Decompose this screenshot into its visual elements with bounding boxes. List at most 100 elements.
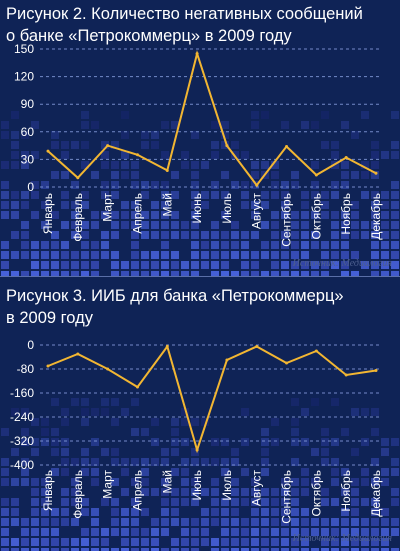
- mosaic-square: [171, 221, 179, 229]
- mosaic-square: [121, 201, 129, 209]
- mosaic-square: [221, 271, 229, 276]
- mosaic-square: [341, 231, 349, 239]
- mosaic-square: [261, 508, 269, 516]
- mosaic-square: [11, 478, 19, 486]
- mosaic-square: [371, 261, 379, 269]
- mosaic-square: [141, 548, 149, 551]
- x-category-label: Февраль: [71, 470, 85, 519]
- mosaic-square: [51, 141, 59, 149]
- mosaic-square: [131, 428, 139, 436]
- mosaic-square: [81, 221, 89, 229]
- mosaic-square: [111, 398, 119, 406]
- mosaic-square: [291, 518, 299, 526]
- mosaic-square: [271, 191, 279, 199]
- mosaic-square: [121, 538, 129, 546]
- mosaic-square: [11, 498, 19, 506]
- mosaic-square: [251, 181, 259, 189]
- mosaic-square: [31, 261, 39, 269]
- mosaic-square: [171, 251, 179, 259]
- mosaic-square: [291, 251, 299, 259]
- mosaic-square: [351, 548, 359, 551]
- mosaic-square: [351, 538, 359, 546]
- mosaic-square: [381, 548, 389, 551]
- x-category-label: Ноябрь: [339, 193, 353, 235]
- mosaic-square: [11, 538, 19, 546]
- mosaic-square: [391, 458, 399, 466]
- mosaic-square: [291, 261, 299, 269]
- chart-2-title-line-1: Рисунок 3. ИИБ для банка «Петрокоммерц»: [6, 287, 344, 305]
- mosaic-square: [361, 438, 369, 446]
- mosaic-square: [301, 231, 309, 239]
- mosaic-square: [91, 408, 99, 416]
- mosaic-square: [181, 538, 189, 546]
- mosaic-square: [171, 418, 179, 426]
- mosaic-square: [1, 181, 9, 189]
- mosaic-square: [81, 121, 89, 129]
- data-point: [46, 149, 50, 153]
- mosaic-square: [381, 478, 389, 486]
- mosaic-square: [371, 271, 379, 276]
- mosaic-square: [271, 438, 279, 446]
- mosaic-square: [111, 191, 119, 199]
- mosaic-square: [191, 131, 199, 139]
- mosaic-square: [301, 508, 309, 516]
- mosaic-square: [71, 181, 79, 189]
- mosaic-square: [121, 171, 129, 179]
- mosaic-square: [141, 141, 149, 149]
- mosaic-square: [81, 458, 89, 466]
- mosaic-square: [51, 398, 59, 406]
- mosaic-square: [321, 261, 329, 269]
- mosaic-square: [141, 191, 149, 199]
- mosaic-square: [111, 171, 119, 179]
- mosaic-square: [31, 241, 39, 249]
- mosaic-square: [371, 221, 379, 229]
- mosaic-square: [61, 418, 69, 426]
- mosaic-square: [371, 548, 379, 551]
- mosaic-square: [1, 528, 9, 536]
- mosaic-square: [391, 221, 399, 229]
- mosaic-square: [211, 141, 219, 149]
- mosaic-square: [111, 141, 119, 149]
- mosaic-square: [1, 538, 9, 546]
- mosaic-square: [361, 171, 369, 179]
- mosaic-square: [391, 111, 399, 119]
- mosaic-square: [321, 498, 329, 506]
- mosaic-square: [171, 518, 179, 526]
- mosaic-square: [221, 251, 229, 259]
- mosaic-square: [61, 241, 69, 249]
- mosaic-square: [261, 241, 269, 249]
- mosaic-square: [131, 508, 139, 516]
- mosaic-square: [231, 231, 239, 239]
- mosaic-square: [41, 518, 49, 526]
- mosaic-square: [81, 548, 89, 551]
- mosaic-square: [1, 251, 9, 259]
- mosaic-square: [201, 191, 209, 199]
- mosaic-square: [351, 448, 359, 456]
- mosaic-square: [291, 498, 299, 506]
- mosaic-square: [341, 548, 349, 551]
- x-category-label: Октябрь: [309, 193, 323, 240]
- mosaic-square: [371, 428, 379, 436]
- mosaic-square: [321, 271, 329, 276]
- mosaic-square: [221, 498, 229, 506]
- mosaic-square: [191, 251, 199, 259]
- mosaic-square: [151, 418, 159, 426]
- mosaic-square: [171, 271, 179, 276]
- x-category-label: Март: [101, 470, 115, 499]
- mosaic-square: [221, 211, 229, 219]
- mosaic-square: [61, 448, 69, 456]
- x-category-label: Январь: [41, 193, 55, 234]
- mosaic-square: [321, 428, 329, 436]
- mosaic-square: [261, 458, 269, 466]
- mosaic-square: [21, 221, 29, 229]
- mosaic-square: [241, 191, 249, 199]
- mosaic-square: [41, 221, 49, 229]
- mosaic-square: [341, 241, 349, 249]
- mosaic-square: [361, 231, 369, 239]
- mosaic-square: [191, 161, 199, 169]
- mosaic-square: [71, 221, 79, 229]
- mosaic-square: [61, 141, 69, 149]
- mosaic-square: [31, 518, 39, 526]
- mosaic-square: [391, 241, 399, 249]
- data-point: [135, 385, 139, 389]
